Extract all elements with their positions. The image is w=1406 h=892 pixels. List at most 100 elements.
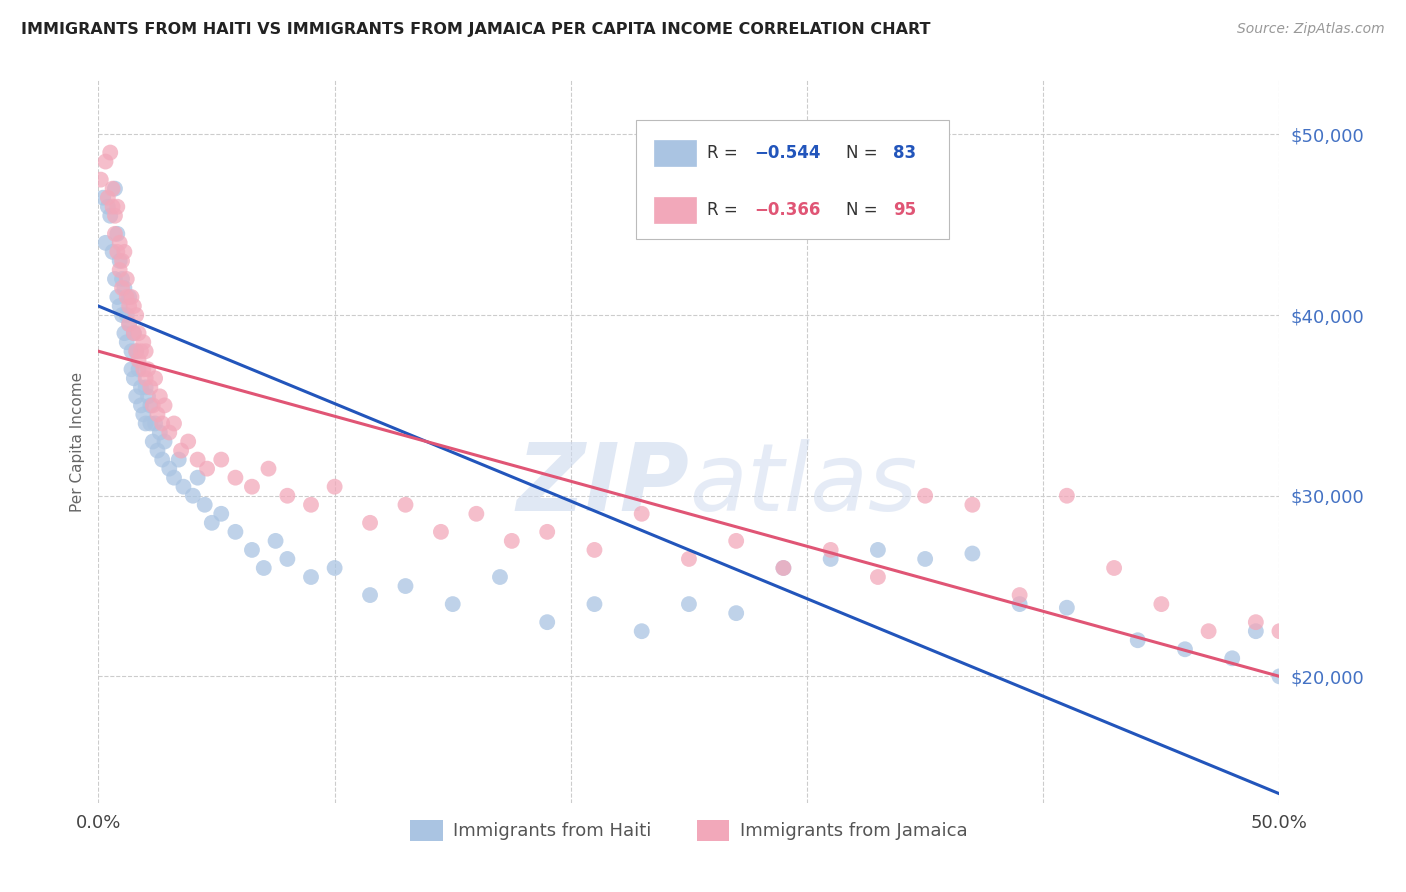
Point	[139, 380, 162, 394]
Point	[98, 209, 121, 223]
Point	[394, 498, 416, 512]
Point	[441, 597, 464, 611]
Point	[125, 389, 148, 403]
Point	[1268, 624, 1291, 639]
Text: N =: N =	[846, 202, 883, 219]
Point	[962, 547, 984, 561]
Point	[1316, 687, 1339, 701]
Point	[465, 507, 488, 521]
Point	[98, 145, 121, 160]
Point	[111, 308, 134, 322]
Text: −0.544: −0.544	[754, 144, 820, 161]
Point	[132, 335, 155, 350]
Text: −0.366: −0.366	[754, 202, 820, 219]
Point	[153, 434, 176, 449]
Point	[118, 317, 141, 331]
Point	[142, 398, 165, 412]
Point	[820, 542, 842, 557]
Point	[125, 308, 148, 322]
Point	[1008, 597, 1031, 611]
Point	[240, 542, 263, 557]
Point	[132, 408, 155, 422]
Text: IMMIGRANTS FROM HAITI VS IMMIGRANTS FROM JAMAICA PER CAPITA INCOME CORRELATION C: IMMIGRANTS FROM HAITI VS IMMIGRANTS FROM…	[21, 22, 931, 37]
Point	[866, 570, 889, 584]
Point	[725, 533, 748, 548]
Point	[299, 570, 322, 584]
FancyBboxPatch shape	[654, 139, 696, 166]
Point	[914, 552, 936, 566]
Point	[1220, 651, 1243, 665]
Point	[163, 471, 186, 485]
Point	[1126, 633, 1149, 648]
Text: R =: R =	[707, 144, 742, 161]
Point	[299, 498, 322, 512]
Point	[149, 389, 172, 403]
Point	[209, 452, 232, 467]
Point	[678, 597, 700, 611]
Point	[153, 398, 176, 412]
Point	[115, 272, 138, 286]
Point	[105, 200, 128, 214]
Text: atlas: atlas	[689, 440, 917, 531]
Point	[101, 181, 124, 195]
Point	[157, 461, 180, 475]
Point	[139, 417, 162, 431]
Point	[97, 191, 120, 205]
Point	[108, 263, 131, 277]
Point	[1375, 687, 1398, 701]
Point	[962, 498, 984, 512]
FancyBboxPatch shape	[654, 197, 696, 223]
Point	[129, 344, 152, 359]
Point	[94, 235, 117, 250]
Point	[1268, 669, 1291, 683]
Point	[108, 235, 131, 250]
Point	[118, 317, 141, 331]
Point	[118, 299, 141, 313]
Point	[105, 290, 128, 304]
Point	[201, 516, 224, 530]
Point	[430, 524, 453, 539]
FancyBboxPatch shape	[636, 120, 949, 239]
Point	[136, 389, 159, 403]
Point	[121, 290, 143, 304]
Point	[1244, 624, 1267, 639]
Point	[136, 362, 159, 376]
Point	[583, 597, 606, 611]
Point	[121, 362, 143, 376]
Point	[105, 227, 128, 241]
Point	[359, 516, 381, 530]
Point	[135, 417, 157, 431]
Point	[772, 561, 794, 575]
Point	[820, 552, 842, 566]
Point	[146, 443, 169, 458]
Point	[187, 452, 209, 467]
Point	[111, 254, 134, 268]
Point	[115, 335, 138, 350]
Point	[90, 172, 112, 186]
Point	[101, 200, 124, 214]
Legend: Immigrants from Haiti, Immigrants from Jamaica: Immigrants from Haiti, Immigrants from J…	[402, 813, 976, 848]
Point	[108, 254, 131, 268]
Point	[128, 362, 150, 376]
Point	[725, 606, 748, 620]
Point	[149, 425, 172, 440]
Point	[115, 290, 138, 304]
Point	[112, 244, 135, 259]
Point	[1198, 624, 1220, 639]
Point	[224, 471, 246, 485]
Point	[264, 533, 287, 548]
Point	[170, 443, 193, 458]
Point	[359, 588, 381, 602]
Text: R =: R =	[707, 202, 742, 219]
Point	[150, 417, 173, 431]
Point	[1150, 597, 1173, 611]
Point	[101, 244, 124, 259]
Point	[1008, 588, 1031, 602]
Point	[111, 272, 134, 286]
Point	[128, 326, 150, 341]
Point	[323, 480, 346, 494]
Point	[122, 299, 145, 313]
Point	[146, 408, 169, 422]
Point	[104, 181, 127, 195]
Point	[1174, 642, 1197, 657]
